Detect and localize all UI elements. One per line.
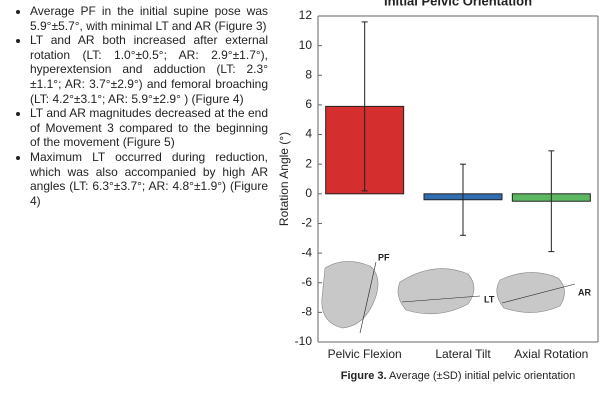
bullet: LT and AR magnitudes decreased at the en… — [30, 106, 268, 150]
chart-title: Initial Pelvic Orientation — [384, 0, 532, 8]
y-tick-label: -4 — [301, 245, 312, 259]
annotation: PF — [378, 252, 390, 262]
y-tick-label: 0 — [305, 186, 312, 200]
y-tick-label: -8 — [301, 305, 312, 319]
x-tick-label: Lateral Tilt — [435, 347, 491, 361]
figure-caption: Figure 3. Average (±SD) initial pelvic o… — [330, 369, 586, 383]
bullet: LT and AR both increased after external … — [30, 33, 268, 106]
x-tick-label: Axial Rotation — [514, 347, 588, 361]
y-axis-label: Rotation Angle (°) — [277, 132, 291, 226]
y-tick-label: -10 — [295, 334, 313, 348]
y-tick-label: 4 — [305, 127, 312, 141]
y-tick-label: -2 — [301, 216, 312, 230]
chart: Initial Pelvic Orientation Rotation Angl… — [277, 0, 599, 361]
x-tick-label: Pelvic Flexion — [328, 347, 402, 361]
annotation: AR — [578, 287, 591, 297]
caption-label: Figure 3. — [340, 370, 387, 382]
caption-text: Average (±SD) initial pelvic orientation — [389, 370, 576, 382]
y-tick-label: 8 — [305, 67, 312, 81]
pelvis-illustrations — [321, 261, 576, 334]
annotation: LT — [484, 294, 495, 304]
y-tick-label: 12 — [299, 8, 313, 22]
y-tick-label: 2 — [305, 156, 312, 170]
y-tick-label: 10 — [299, 38, 313, 52]
bullet: Average PF in the initial supine pose wa… — [30, 4, 268, 33]
y-tick-label: -6 — [301, 275, 312, 289]
y-tick-label: 6 — [305, 97, 312, 111]
bullet-list: Average PF in the initial supine pose wa… — [0, 4, 268, 208]
bullet: Maximum LT occurred during reduction, wh… — [30, 150, 268, 208]
